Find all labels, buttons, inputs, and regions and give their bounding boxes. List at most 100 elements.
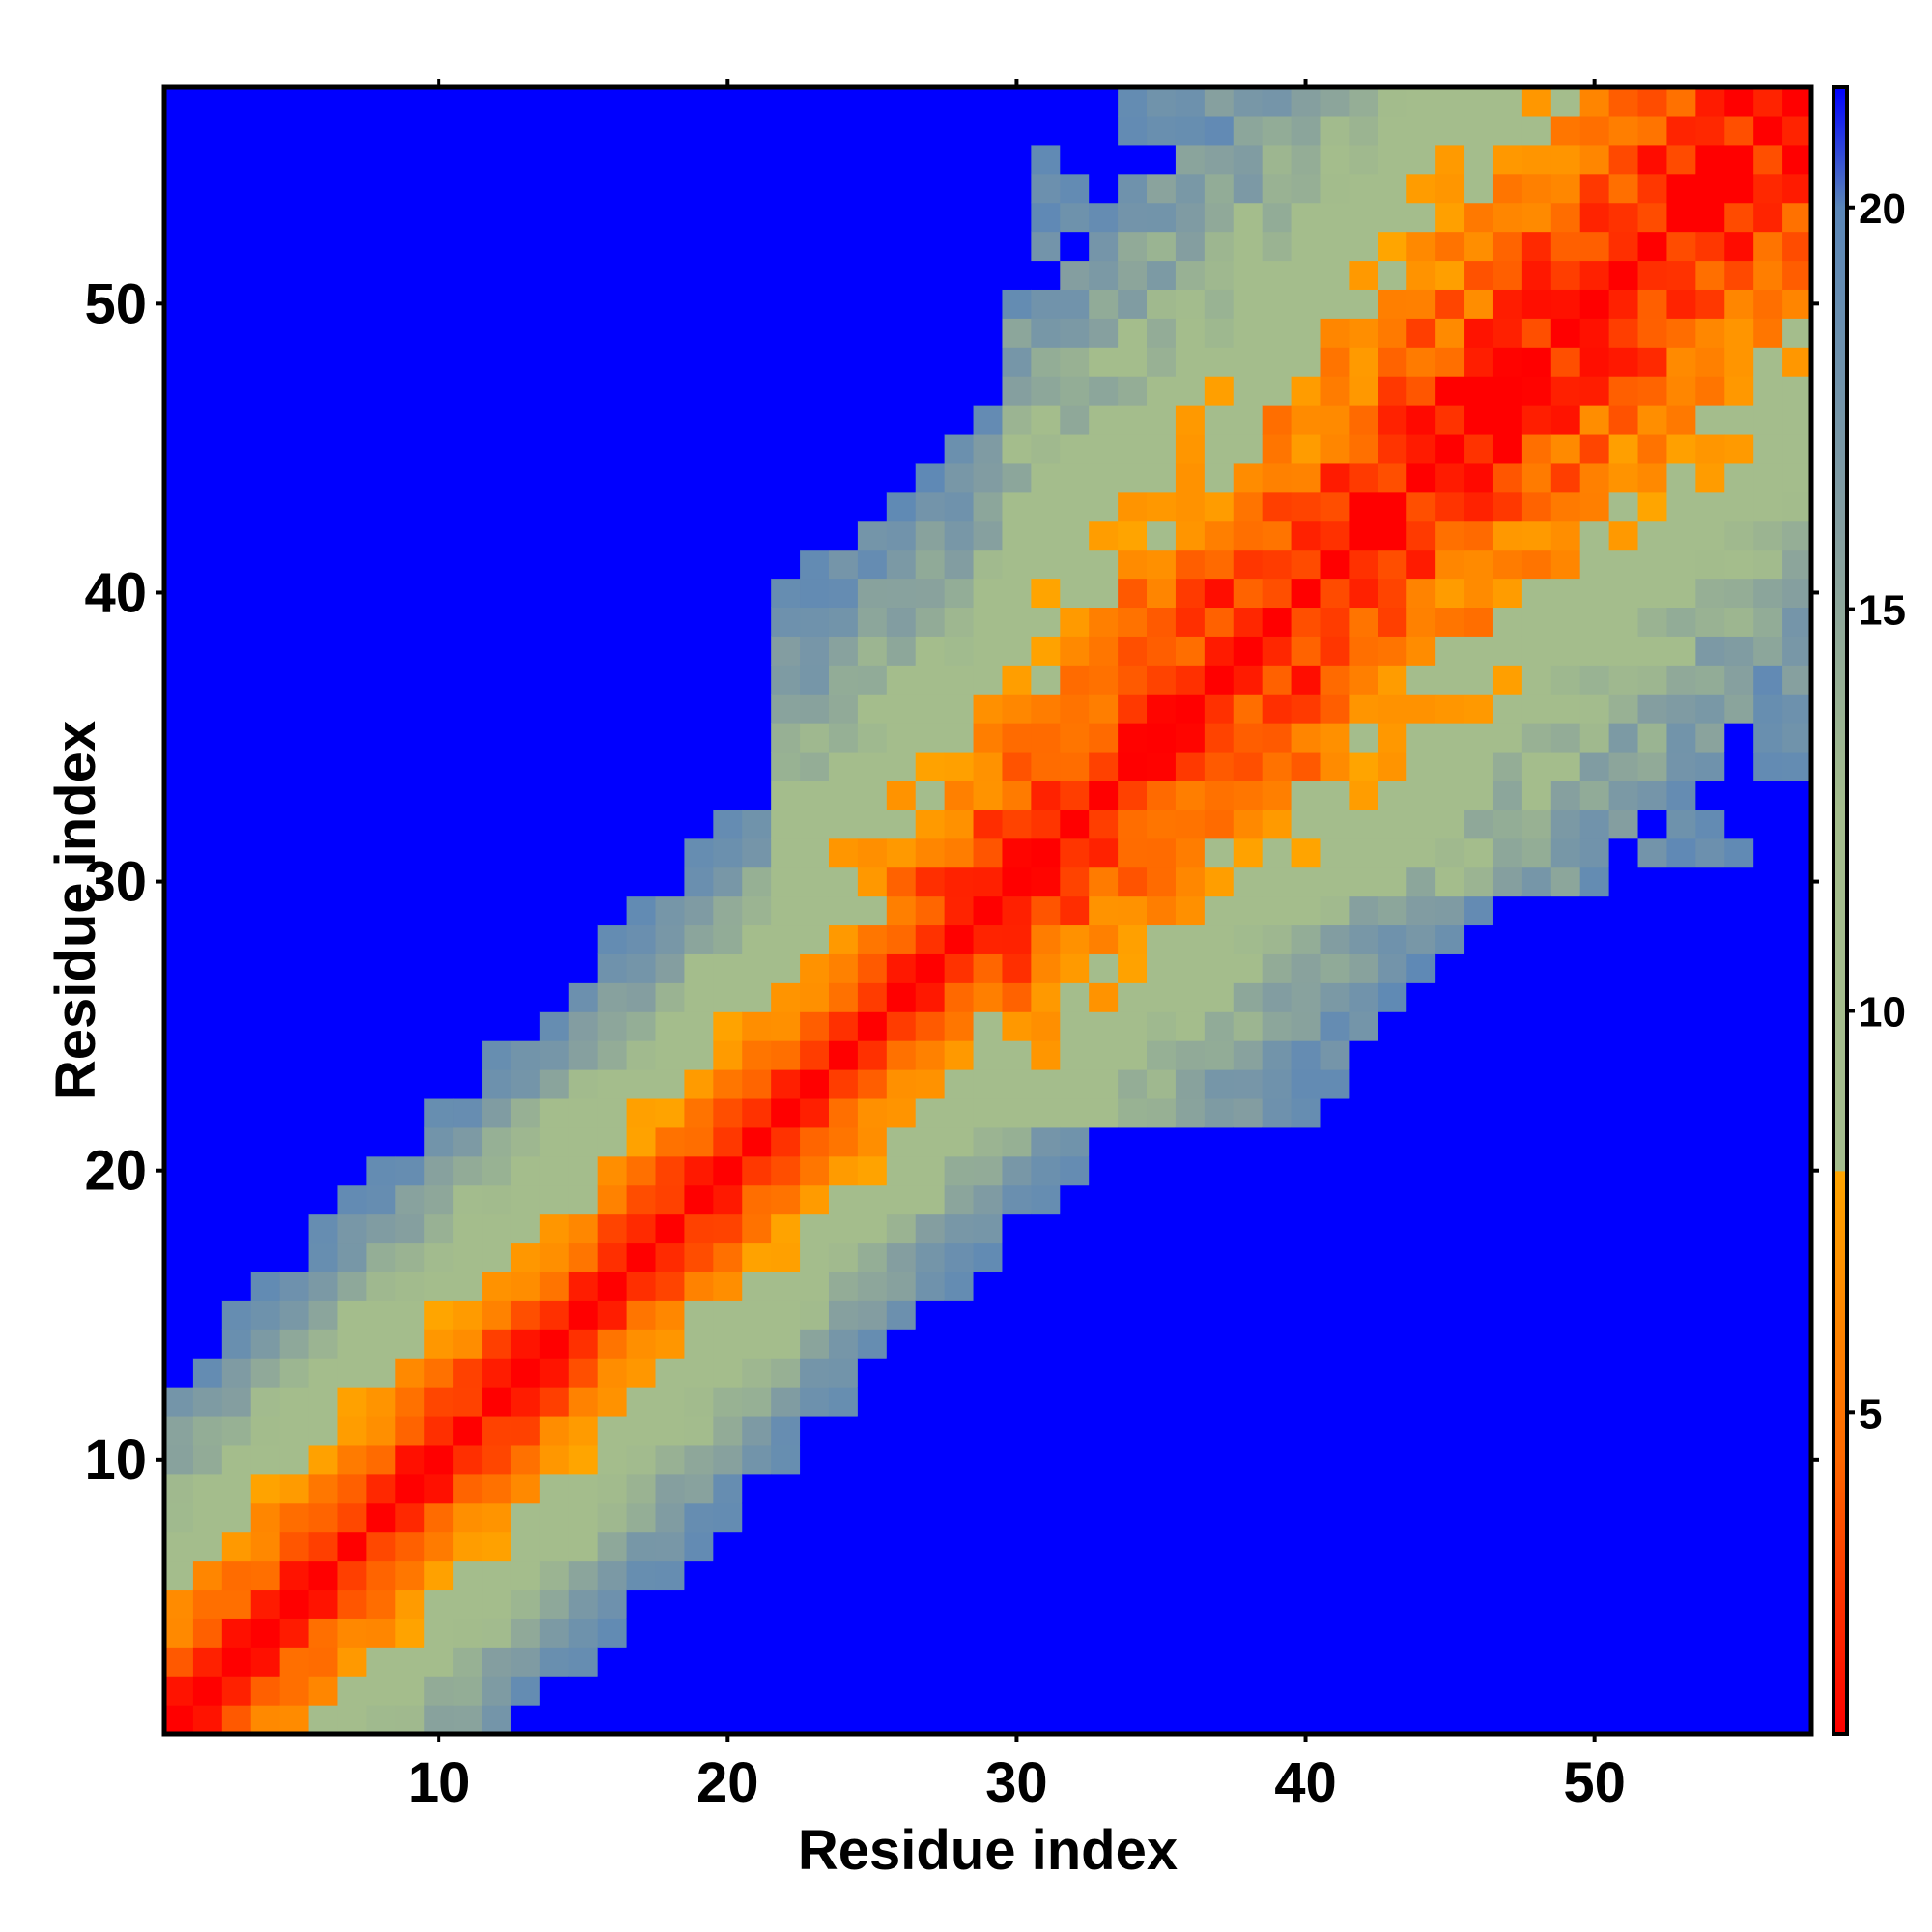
heatmap-cell [1579,694,1610,724]
heatmap-cell [800,780,830,810]
heatmap-cell [1695,87,1725,117]
heatmap-cell [164,723,194,753]
heatmap-cell [164,751,194,781]
heatmap-cell [482,1155,512,1186]
heatmap-cell [1637,838,1668,868]
heatmap-cell [279,1011,310,1041]
heatmap-cell [366,1589,396,1619]
heatmap-cell [164,607,194,637]
heatmap-cell [453,549,483,580]
heatmap-cell [164,376,194,406]
heatmap-cell [771,520,801,551]
heatmap-cell [1262,1676,1293,1706]
heatmap-cell [250,87,281,117]
heatmap-cell [1753,1213,1783,1244]
heatmap-cell [568,665,599,695]
heatmap-cell [1320,405,1350,435]
heatmap-cell [626,347,657,377]
heatmap-cell [1233,491,1264,522]
heatmap-cell [800,1415,830,1446]
heatmap-cell [800,1589,830,1619]
heatmap-cell [192,260,223,290]
heatmap-cell [771,1040,801,1070]
heatmap-cell [1118,1126,1148,1157]
heatmap-cell [192,405,223,435]
heatmap-cell [828,1069,859,1099]
heatmap-cell [1204,751,1235,781]
heatmap-cell [1349,202,1378,233]
heatmap-cell [626,1358,657,1388]
heatmap-cell [164,982,194,1012]
heatmap-cell [857,1415,888,1446]
heatmap-cell [1637,1358,1668,1388]
heatmap-cell [366,260,396,290]
heatmap-cell [1608,924,1639,954]
heatmap-cell [1262,405,1293,435]
heatmap-cell [424,1647,454,1677]
heatmap-cell [1175,982,1206,1012]
heatmap-cell [771,723,801,753]
heatmap-cell [1464,405,1494,435]
heatmap-cell [857,1618,888,1648]
heatmap-cell [1118,982,1148,1012]
heatmap-cell [250,520,281,551]
heatmap-cell [915,1560,946,1591]
heatmap-cell [1550,636,1581,666]
heatmap-cell [944,953,975,983]
heatmap-cell [453,895,483,926]
heatmap-cell [424,289,454,319]
heatmap-cell [1060,289,1090,319]
heatmap-cell [1118,433,1148,464]
heatmap-cell [1060,1676,1090,1706]
heatmap-cell [1291,1589,1321,1619]
heatmap-cell [1406,1415,1436,1446]
heatmap-cell [742,895,772,926]
heatmap-cell [1492,982,1523,1012]
heatmap-cell [886,1329,917,1359]
heatmap-cell [1406,202,1436,233]
heatmap-cell [857,1473,888,1504]
heatmap-cell [1464,1531,1494,1562]
heatmap-cell [1118,289,1148,319]
heatmap-cell [800,1155,830,1186]
heatmap-cell [366,405,396,435]
heatmap-cell [1349,1647,1378,1677]
heatmap-cell [1233,1531,1264,1562]
heatmap-cell [250,1213,281,1244]
heatmap-cell [539,520,570,551]
heatmap-cell [424,1126,454,1157]
heatmap-cell [1753,1705,1783,1735]
heatmap-cell [1579,289,1610,319]
heatmap-cell [626,751,657,781]
heatmap-cell [1233,1589,1264,1619]
heatmap-cell [1175,318,1206,348]
heatmap-cell [482,607,512,637]
heatmap-cell [1406,867,1436,897]
heatmap-cell [915,607,946,637]
heatmap-cell [800,1184,830,1215]
heatmap-cell [1060,376,1090,406]
heatmap-cell [1118,115,1148,146]
heatmap-cell [1175,780,1206,810]
heatmap-cell [597,1618,628,1648]
heatmap-cell [539,1589,570,1619]
heatmap-cell [1637,607,1668,637]
heatmap-cell [510,115,541,146]
heatmap-cell [1291,433,1321,464]
heatmap-cell [279,202,310,233]
heatmap-cell [221,1531,252,1562]
heatmap-cell [1060,260,1090,290]
heatmap-cell [886,520,917,551]
heatmap-cell [944,405,975,435]
heatmap-cell [1118,405,1148,435]
heatmap-cell [1435,1415,1465,1446]
heatmap-cell [1089,260,1119,290]
heatmap-cell [568,1097,599,1128]
heatmap-cell [1550,231,1581,262]
heatmap-cell [308,1502,339,1533]
heatmap-cell [1782,520,1812,551]
heatmap-cell [1666,751,1696,781]
heatmap-cell [539,433,570,464]
heatmap-cell [424,144,454,175]
heatmap-cell [1550,1473,1581,1504]
